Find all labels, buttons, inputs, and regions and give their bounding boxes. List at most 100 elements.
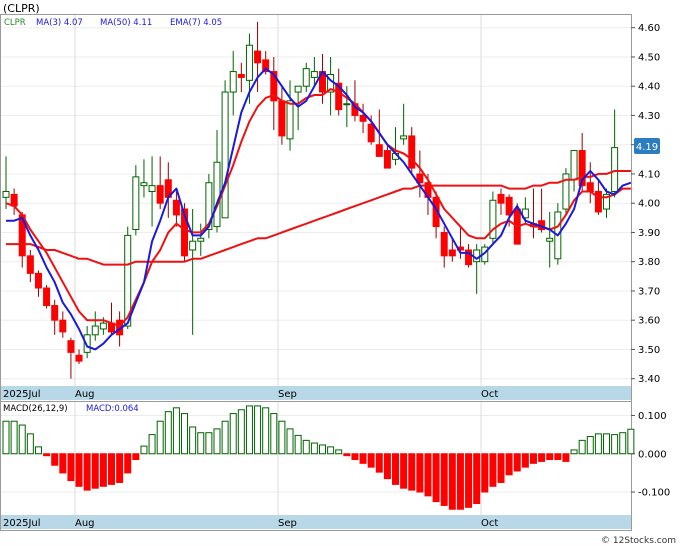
candle-body <box>91 325 99 336</box>
candle <box>221 80 229 219</box>
x-tick-label: Oct <box>481 389 498 400</box>
macd-bar <box>294 434 302 455</box>
candle <box>51 299 59 335</box>
candle-body <box>156 185 164 204</box>
macd-bar <box>140 445 148 455</box>
ema7-line <box>5 88 631 327</box>
macd-bar <box>254 405 262 455</box>
candle-body <box>440 231 448 257</box>
price-tick-label: 4.30 <box>638 111 660 122</box>
macd-bar <box>546 453 554 460</box>
macd-bar <box>107 453 115 485</box>
macd-tick-label: 0.100 <box>638 411 667 422</box>
candle-body <box>229 71 237 93</box>
x-tick-label: 2025Jul <box>3 389 41 400</box>
candle-body <box>497 193 505 204</box>
x-tick-label: Sep <box>278 518 297 529</box>
candle-body <box>254 50 262 64</box>
candle <box>75 349 83 365</box>
macd-bar <box>2 420 10 455</box>
macd-bar <box>197 432 205 455</box>
candle-body <box>448 249 456 257</box>
candle <box>189 209 197 335</box>
candle <box>611 109 619 198</box>
price-tick-label: 3.50 <box>638 345 660 356</box>
candle-body <box>2 190 10 198</box>
candle-body <box>489 199 497 239</box>
macd-bar <box>359 453 367 464</box>
candle-body <box>75 354 83 362</box>
macd-tick-label: 0.000 <box>638 449 667 460</box>
candle-body <box>34 272 42 289</box>
candle <box>59 311 67 338</box>
macd-bar <box>432 453 440 503</box>
macd-bar <box>497 453 505 483</box>
candle-body <box>367 123 375 143</box>
ticker-legend: CLPR <box>4 18 26 28</box>
candle <box>2 156 10 210</box>
ma3-line <box>6 67 632 351</box>
macd-bar <box>189 426 197 455</box>
candle <box>302 62 310 93</box>
candle-body <box>578 150 586 187</box>
macd-bar <box>489 453 497 487</box>
candle-body <box>67 340 75 353</box>
x-tick-label: Oct <box>481 518 498 529</box>
candle-body <box>432 196 440 228</box>
candle <box>237 62 245 93</box>
macd-bar <box>172 407 180 455</box>
macd-bar <box>611 434 619 455</box>
candle <box>440 226 448 268</box>
candle <box>603 188 611 218</box>
candle-body <box>140 182 148 187</box>
macd-bar <box>448 453 456 510</box>
candle-body <box>505 196 513 216</box>
macd-bar <box>538 453 546 462</box>
candle-body <box>343 103 351 106</box>
chart-title: (CLPR) <box>3 2 40 15</box>
candle <box>408 127 416 174</box>
macd-bar <box>424 453 432 497</box>
macd-bar <box>148 434 156 455</box>
macd-bar <box>603 433 611 455</box>
macd-bar <box>513 453 521 472</box>
price-tick-label: 3.60 <box>638 316 660 327</box>
macd-bar <box>456 453 464 510</box>
x-axis-labels: 2025Jul 2025Jul Aug Aug Sep Sep Oct Oct <box>3 389 498 529</box>
candle <box>124 226 132 329</box>
candle <box>562 168 570 215</box>
price-tick-label: 4.60 <box>638 23 660 34</box>
price-tick-label: 4.40 <box>638 82 660 93</box>
macd-bar <box>229 413 237 455</box>
candle-body <box>546 237 554 242</box>
macd-bar <box>302 439 310 455</box>
candle <box>489 191 497 245</box>
price-panel <box>0 14 632 402</box>
x-tick-label: Sep <box>278 389 297 400</box>
candle-body <box>310 71 318 78</box>
candle <box>286 80 294 151</box>
macd-bar <box>465 453 473 508</box>
moving-average-lines <box>5 67 632 351</box>
candle-body <box>245 44 253 81</box>
macd-bar <box>286 428 294 455</box>
macd-bar <box>245 405 253 455</box>
price-tick-label: 3.70 <box>638 286 660 297</box>
macd-bar <box>124 453 132 474</box>
candle <box>310 56 318 87</box>
macd-bar <box>34 446 42 455</box>
candle-body <box>278 100 286 137</box>
candle-body <box>383 150 391 169</box>
price-date-band <box>1 386 631 400</box>
macd-bar <box>440 453 448 506</box>
macd-bar <box>481 453 489 493</box>
candle <box>270 56 278 131</box>
macd-bar <box>91 453 99 489</box>
macd-bar <box>562 453 570 462</box>
macd-bar <box>578 439 586 455</box>
macd-bar <box>570 449 578 455</box>
candle <box>172 191 180 227</box>
macd-tick-label: -0.100 <box>638 488 670 499</box>
macd-bar <box>586 436 594 455</box>
candle-body <box>148 185 156 192</box>
